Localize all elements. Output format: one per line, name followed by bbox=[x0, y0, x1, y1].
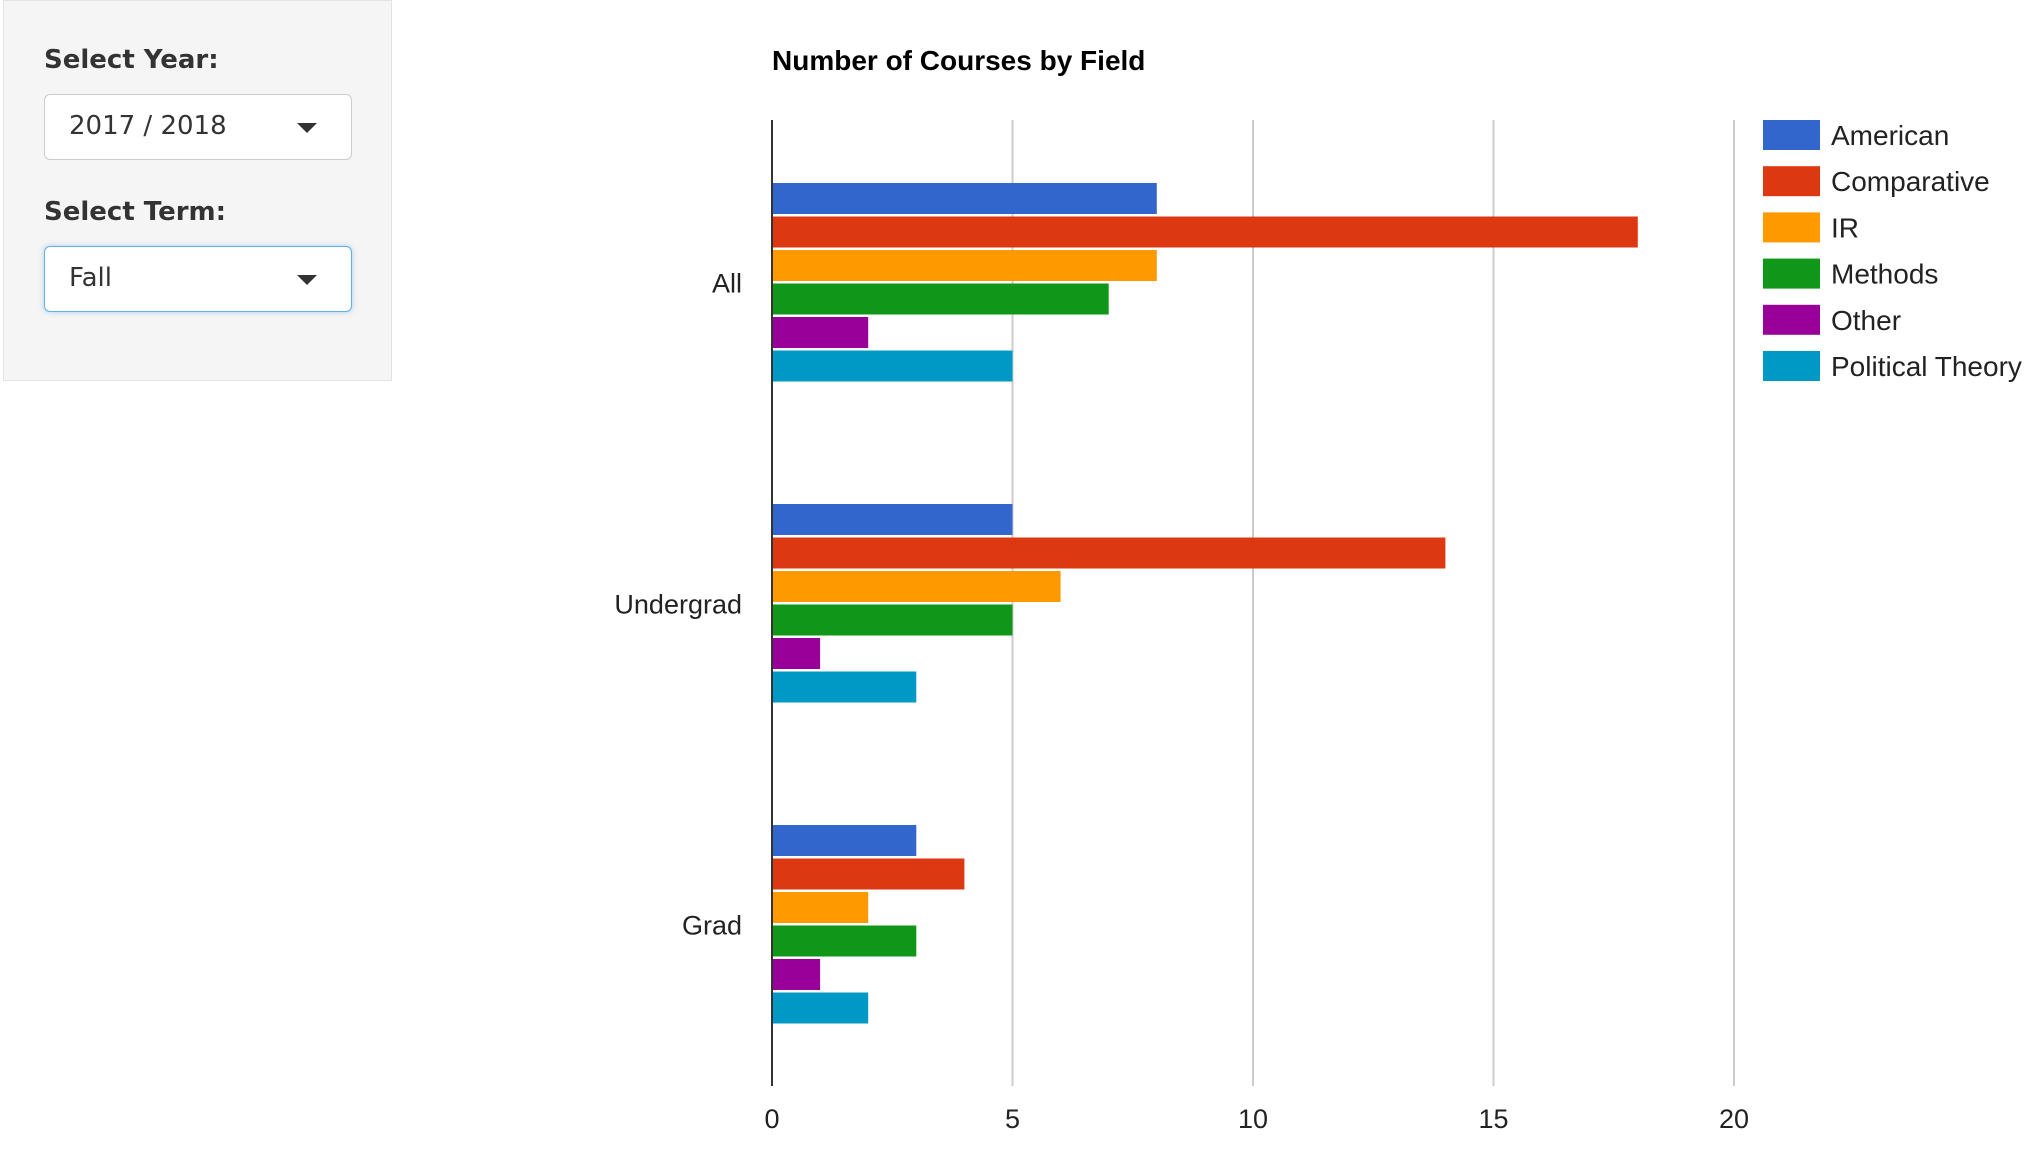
category-label: All bbox=[712, 269, 742, 299]
x-tick-label: 0 bbox=[764, 1104, 779, 1134]
bars bbox=[772, 183, 1638, 1024]
legend-swatch bbox=[1763, 351, 1820, 381]
bar bbox=[772, 504, 1013, 535]
legend-label: Comparative bbox=[1831, 166, 1990, 197]
x-tick-label: 15 bbox=[1478, 1104, 1508, 1134]
legend-swatch bbox=[1763, 304, 1820, 335]
term-select[interactable]: Fall bbox=[44, 246, 352, 312]
bar bbox=[772, 283, 1109, 315]
category-label: Undergrad bbox=[614, 590, 742, 620]
input-sidebar: Select Year: 2017 / 2018 Select Term: Fa… bbox=[3, 0, 392, 381]
year-select-value: 2017 / 2018 bbox=[69, 111, 227, 141]
x-tick-label: 10 bbox=[1238, 1104, 1268, 1134]
legend-swatch bbox=[1763, 258, 1820, 289]
legend-label: IR bbox=[1831, 212, 1859, 243]
bar bbox=[772, 671, 917, 703]
term-label: Select Term: bbox=[44, 197, 227, 227]
bar bbox=[772, 571, 1061, 602]
bar bbox=[772, 925, 917, 957]
bar bbox=[772, 825, 917, 856]
legend-swatch bbox=[1763, 166, 1820, 197]
chart-title: Number of Courses by Field bbox=[772, 45, 1145, 76]
bar bbox=[772, 537, 1446, 569]
bar bbox=[772, 604, 1013, 636]
legend-swatch bbox=[1763, 120, 1820, 150]
legend-swatch bbox=[1763, 212, 1820, 243]
category-label: Grad bbox=[682, 911, 742, 941]
bar bbox=[772, 350, 1013, 382]
legend-label: Methods bbox=[1831, 259, 1938, 290]
bar bbox=[772, 892, 869, 923]
legend-label: American bbox=[1831, 120, 1949, 151]
legend-label: Other bbox=[1831, 305, 1901, 336]
bar bbox=[772, 858, 965, 890]
legend: American Comparative IR Methods Other Politic… bbox=[1763, 120, 2022, 382]
term-select-value: Fall bbox=[69, 263, 112, 293]
x-tick-label: 20 bbox=[1719, 1104, 1749, 1134]
chevron-down-icon bbox=[297, 275, 317, 285]
bar bbox=[772, 250, 1157, 281]
legend-label: Political Theory bbox=[1831, 351, 2022, 382]
year-label: Select Year: bbox=[44, 45, 219, 75]
bar bbox=[772, 992, 869, 1024]
x-tick-label: 5 bbox=[1005, 1104, 1020, 1134]
x-tick-labels: 0 5 10 15 20 bbox=[764, 1104, 1749, 1134]
gridlines bbox=[1011, 120, 1735, 1086]
bar bbox=[772, 638, 821, 669]
category-labels: All Undergrad Grad bbox=[614, 269, 742, 941]
year-select[interactable]: 2017 / 2018 bbox=[44, 94, 352, 160]
bar bbox=[772, 216, 1638, 248]
bar bbox=[772, 183, 1157, 214]
bar bbox=[772, 959, 821, 990]
bar bbox=[772, 317, 869, 348]
chevron-down-icon bbox=[297, 123, 317, 133]
